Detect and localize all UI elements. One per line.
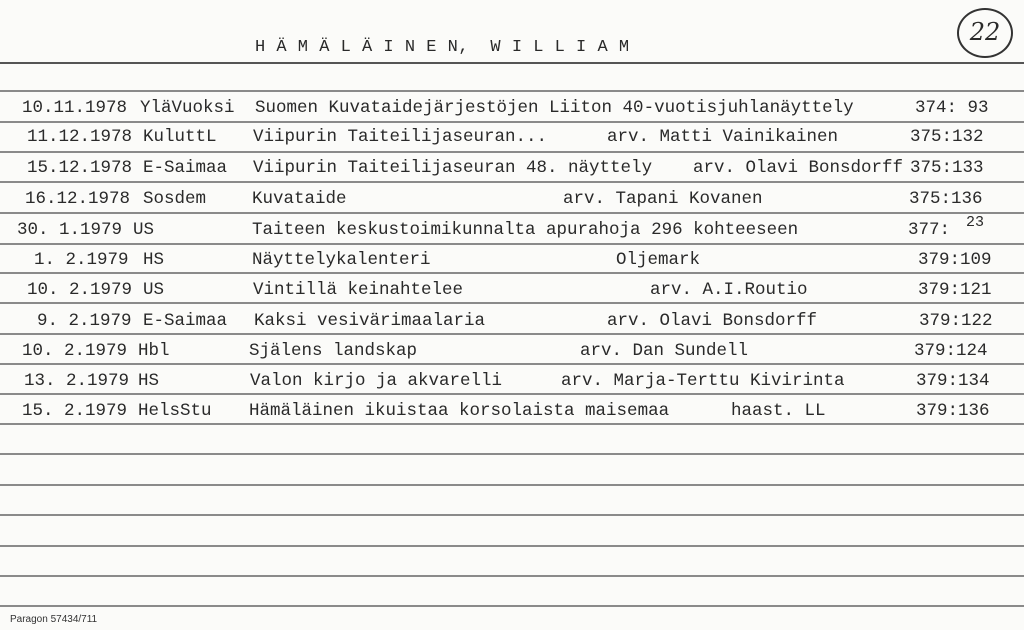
ruled-line	[0, 121, 1024, 123]
entry-source: US	[133, 220, 155, 240]
entry-date: 30. 1.1979	[17, 220, 123, 240]
entry-author: arv. Dan Sundell	[580, 341, 749, 361]
ruled-line	[0, 151, 1024, 153]
entry-title: Kaksi vesivärimaalaria	[254, 311, 486, 331]
entry-source: HS	[143, 250, 165, 270]
ruled-line	[0, 575, 1024, 577]
ruled-line	[0, 272, 1024, 274]
entry-title: Hämäläinen ikuistaa korsolaista maisemaa	[249, 401, 670, 421]
entry-source: E-Saimaa	[143, 158, 228, 178]
entry-row: 13. 2.1979 HS Valon kirjo ja akvarelli arv.…	[0, 371, 1024, 401]
entry-ref: 377:	[908, 220, 951, 240]
entry-row: 1. 2.1979 HS Näyttelykalenteri Oljemark 379:…	[0, 250, 1024, 280]
ruled-line	[0, 333, 1024, 335]
entry-row: 10. 2.1979 US Vintillä keinahtelee arv. A.I…	[0, 280, 1024, 310]
entry-ref: 375:132	[910, 127, 984, 147]
entry-author: arv. A.I.Routio	[650, 280, 808, 300]
entry-date: 11.12.1978	[27, 127, 133, 147]
entry-row: 9. 2.1979 E-Saimaa Kaksi vesivärimaalaria a…	[0, 311, 1024, 341]
ruled-line	[0, 302, 1024, 304]
entry-title: Viipurin Taiteilijaseuran...	[253, 127, 548, 147]
entry-row: 10. 2.1979 Hbl Själens landskap arv. Dan Su…	[0, 341, 1024, 371]
entry-date: 1. 2.1979	[34, 250, 129, 270]
entry-ref: 375:133	[910, 158, 984, 178]
ruled-line	[0, 423, 1024, 425]
entry-title: Taiteen keskustoimikunnalta apurahoja 29…	[252, 220, 799, 240]
card-number-circled: 22	[957, 8, 1013, 58]
entry-ref-page: 23	[966, 214, 985, 231]
entry-source: KuluttL	[143, 127, 217, 147]
entry-date: 15.12.1978	[27, 158, 133, 178]
entry-date: 16.12.1978	[25, 189, 131, 209]
entry-author: arv. Tapani Kovanen	[563, 189, 763, 209]
printer-imprint: Paragon 57434/711	[10, 614, 98, 625]
entry-ref: 379:121	[918, 280, 992, 300]
ruled-line	[0, 514, 1024, 516]
entry-row: 15. 2.1979 HelsStu Hämäläinen ikuistaa kor…	[0, 401, 1024, 431]
entry-source: HelsStu	[138, 401, 212, 421]
entry-ref: 379:109	[918, 250, 992, 270]
ruled-line	[0, 545, 1024, 547]
entry-source: Sosdem	[143, 189, 207, 209]
ruled-line	[0, 484, 1024, 486]
entry-ref: 375:136	[909, 189, 983, 209]
entry-date: 15. 2.1979	[22, 401, 128, 421]
entry-author: haast. LL	[731, 401, 826, 421]
ruled-line	[0, 90, 1024, 92]
entry-title: Kuvataide	[252, 189, 347, 209]
entry-source: E-Saimaa	[143, 311, 228, 331]
entry-ref: 379:124	[914, 341, 988, 361]
entry-author: arv. Olavi Bonsdorff	[693, 158, 904, 178]
entry-date: 13. 2.1979	[24, 371, 130, 391]
entry-source: HS	[138, 371, 160, 391]
entry-ref: 374: 93	[915, 98, 989, 118]
entry-title: Näyttelykalenteri	[252, 250, 431, 270]
entry-date: 10. 2.1979	[27, 280, 133, 300]
ruled-line	[0, 181, 1024, 183]
ruled-line	[0, 605, 1024, 607]
entry-ref: 379:136	[916, 401, 990, 421]
ruled-line	[0, 453, 1024, 455]
ruled-line	[0, 62, 1024, 64]
entry-source: Hbl	[138, 341, 170, 361]
entry-row: 16.12.1978 Sosdem Kuvataide arv. Tapani Kov…	[0, 189, 1024, 219]
entry-row: 10.11.1978 YläVuoksi Suomen Kuvataidejärje…	[0, 98, 1024, 128]
entry-date: 9. 2.1979	[37, 311, 132, 331]
entry-author: arv. Olavi Bonsdorff	[607, 311, 818, 331]
ruled-line	[0, 393, 1024, 395]
card-header-name: H Ä M Ä L Ä I N E N, W I L L I A M	[255, 38, 630, 57]
entry-title: Viipurin Taiteilijaseuran 48. näyttely	[253, 158, 653, 178]
entry-author: arv. Marja-Terttu Kivirinta	[561, 371, 845, 391]
entry-ref: 379:122	[919, 311, 993, 331]
entry-title: Själens landskap	[249, 341, 418, 361]
entry-row: 15.12.1978 E-Saimaa Viipurin Taiteilijaseu…	[0, 158, 1024, 188]
entry-author: arv. Matti Vainikainen	[607, 127, 839, 147]
entry-row: 11.12.1978 KuluttL Viipurin Taiteilijaseur…	[0, 127, 1024, 157]
entry-date: 10.11.1978	[22, 98, 128, 118]
entry-source: US	[143, 280, 165, 300]
entry-source: YläVuoksi	[140, 98, 235, 118]
entry-title: Valon kirjo ja akvarelli	[250, 371, 503, 391]
ruled-line	[0, 212, 1024, 214]
entry-title: Suomen Kuvataidejärjestöjen Liiton 40-vu…	[255, 98, 854, 118]
entry-title: Vintillä keinahtelee	[253, 280, 464, 300]
ruled-line	[0, 363, 1024, 365]
ruled-line	[0, 243, 1024, 245]
entry-ref: 379:134	[916, 371, 990, 391]
entry-date: 10. 2.1979	[22, 341, 128, 361]
entry-row: 30. 1.1979 US Taiteen keskustoimikunnalta …	[0, 214, 1024, 250]
entry-author: Oljemark	[616, 250, 701, 270]
